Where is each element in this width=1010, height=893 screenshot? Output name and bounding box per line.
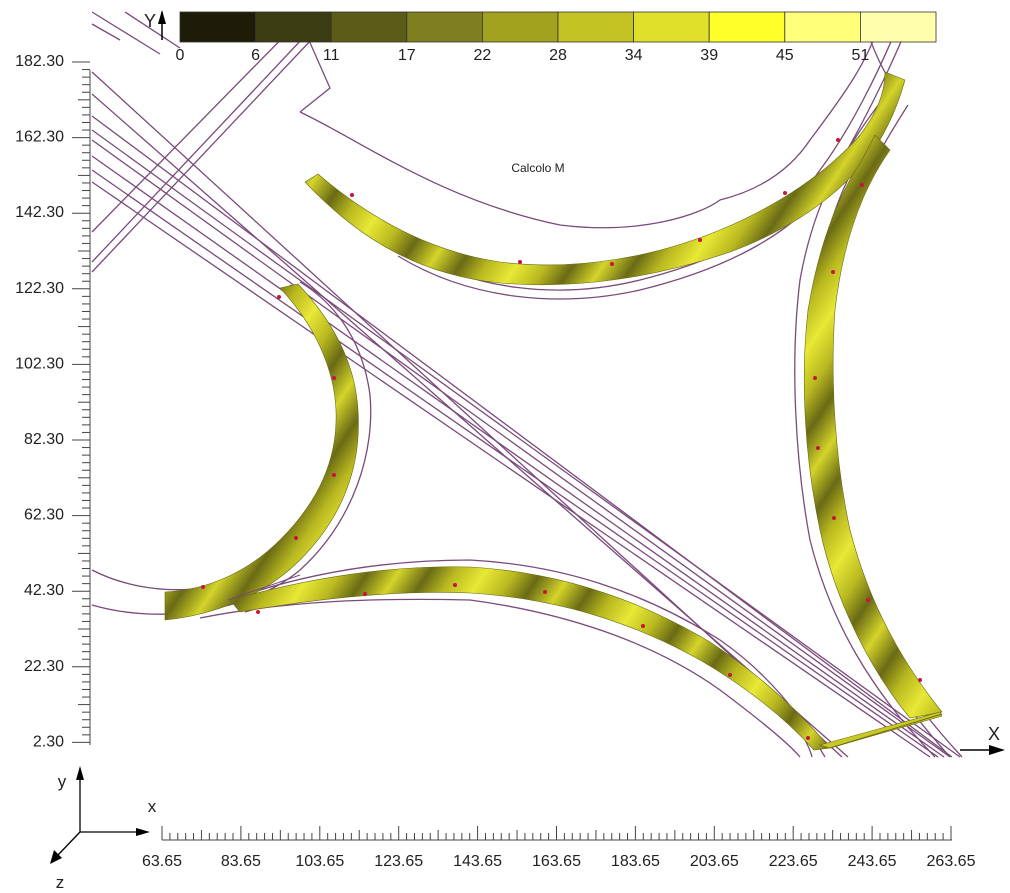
triad-x-label: x xyxy=(148,797,157,816)
x-tick-label: 123.65 xyxy=(374,853,423,870)
x-tick-labels: 63.65 83.65 103.65 123.65 143.65 163.65 183.65… xyxy=(142,853,976,870)
triad-z-arrow-icon xyxy=(50,850,62,864)
colorbar-tick-label: 11 xyxy=(323,47,340,64)
y-tick-label: 2.30 xyxy=(33,733,64,750)
x-tick-label: 103.65 xyxy=(295,853,344,870)
left-merge-line xyxy=(227,574,301,601)
colorbar-tick-label: 17 xyxy=(398,47,416,64)
colorbar-tick-label: 51 xyxy=(852,47,870,64)
colorbar-tick-label: 0 xyxy=(176,47,185,64)
colorbar-swatch xyxy=(255,11,332,43)
x-axis: X 63.65 83.65 103.65 123.65 143.65 163.65 183.… xyxy=(142,724,1005,870)
triad-y-arrow-icon xyxy=(76,766,84,780)
main-carriageway-lines xyxy=(91,11,961,758)
colorbar: 0 6 11 17 22 28 34 39 45 51 xyxy=(176,11,937,64)
triad-y-label: y xyxy=(58,772,67,791)
y-minor-ticks xyxy=(72,61,90,743)
y-tick-label: 182.30 xyxy=(15,53,64,70)
diagram-title: Calcolo M xyxy=(511,161,564,175)
cross-road-lines xyxy=(91,19,331,273)
junction-sliver xyxy=(818,711,943,749)
colorbar-swatches xyxy=(179,11,937,43)
x-tick-label: 183.65 xyxy=(611,853,660,870)
node-markers xyxy=(201,138,922,740)
junction-link-line xyxy=(829,713,943,749)
top-loop-outline xyxy=(299,11,911,300)
x-tick-label: 263.65 xyxy=(927,853,976,870)
y-tick-label: 142.30 xyxy=(15,204,64,221)
colorbar-tick-labels: 0 6 11 17 22 28 34 39 45 51 xyxy=(176,47,870,64)
y-tick-label: 42.30 xyxy=(24,582,64,599)
left-loop-ramp xyxy=(164,283,359,621)
y-tick-label: 122.30 xyxy=(15,280,64,297)
y-tick-label: 162.30 xyxy=(15,129,64,146)
y-tick-label: 102.30 xyxy=(15,355,64,372)
x-tick-label: 143.65 xyxy=(453,853,502,870)
colorbar-swatch xyxy=(784,11,861,43)
x-tick-label: 203.65 xyxy=(690,853,739,870)
x-tick-label: 83.65 xyxy=(221,853,261,870)
y-axis-arrow-icon xyxy=(158,10,166,24)
colorbar-swatch xyxy=(557,11,634,43)
top-arc-ramp xyxy=(304,71,906,286)
x-tick-label: 243.65 xyxy=(848,853,897,870)
triad-z-label: z xyxy=(56,873,65,892)
colorbar-swatch xyxy=(330,11,408,43)
y-axis-label: Y xyxy=(144,11,156,31)
x-minor-ticks xyxy=(161,826,952,840)
colorbar-swatch xyxy=(406,11,483,43)
colorbar-swatch xyxy=(179,11,256,43)
colorbar-swatch xyxy=(481,11,559,43)
colorbar-tick-label: 22 xyxy=(474,47,492,64)
x-axis-arrow-icon xyxy=(989,745,1005,755)
right-ramp xyxy=(803,134,943,719)
x-tick-label: 223.65 xyxy=(769,853,818,870)
x-tick-label: 163.65 xyxy=(532,853,581,870)
triad-x-arrow-icon xyxy=(136,828,150,836)
colorbar-tick-label: 39 xyxy=(700,47,718,64)
bottom-ramp xyxy=(229,566,831,751)
y-tick-label: 82.30 xyxy=(24,431,64,448)
stress-contour-bands xyxy=(164,71,943,751)
y-axis: Y 182.30 162.30 142.30 122.30 102.30 82.30 62.… xyxy=(15,10,166,750)
colorbar-tick-label: 45 xyxy=(776,47,794,64)
colorbar-tick-label: 34 xyxy=(625,47,643,64)
y-tick-label: 62.30 xyxy=(24,507,64,524)
colorbar-tick-label: 28 xyxy=(549,47,567,64)
colorbar-swatch xyxy=(860,11,937,43)
x-tick-label: 63.65 xyxy=(142,853,182,870)
colorbar-swatch xyxy=(708,11,786,43)
x-axis-label: X xyxy=(988,724,1000,744)
y-tick-label: 22.30 xyxy=(24,658,64,675)
coordinate-triad xyxy=(50,766,150,864)
colorbar-swatch xyxy=(633,11,710,43)
colorbar-tick-label: 6 xyxy=(251,47,260,64)
y-tick-labels: 182.30 162.30 142.30 122.30 102.30 82.30 62.30… xyxy=(15,53,64,750)
